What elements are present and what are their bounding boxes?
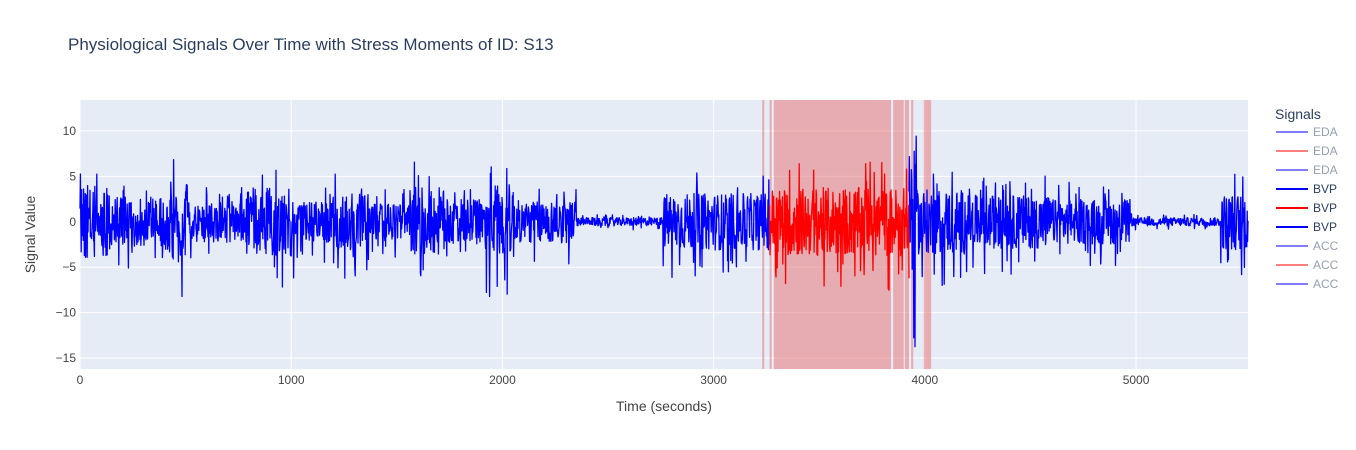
x-tick-label: 0 xyxy=(77,373,84,387)
x-tick-label: 3000 xyxy=(700,373,727,387)
signal-series xyxy=(79,135,1249,348)
legend-label: EDA xyxy=(1313,144,1338,158)
y-axis-title: Signal Value xyxy=(22,196,38,274)
y-tick-label: 5 xyxy=(69,169,76,183)
legend-item-eda[interactable]: EDA xyxy=(1276,144,1338,158)
y-axis-ticks: 10 5 0 −5 −10 −15 xyxy=(56,124,77,365)
legend-item-acc[interactable]: ACC xyxy=(1276,277,1339,291)
x-tick-label: 4000 xyxy=(911,373,938,387)
legend-label: BVP xyxy=(1313,201,1337,215)
legend-label: EDA xyxy=(1313,163,1338,177)
legend-item-bvp[interactable]: BVP xyxy=(1276,182,1337,196)
legend-item-acc[interactable]: ACC xyxy=(1276,258,1339,272)
chart-title: Physiological Signals Over Time with Str… xyxy=(68,35,554,54)
legend-label: EDA xyxy=(1313,125,1338,139)
y-tick-label: 10 xyxy=(63,124,77,138)
x-axis-title: Time (seconds) xyxy=(616,398,712,414)
legend-label: BVP xyxy=(1313,220,1337,234)
x-tick-label: 5000 xyxy=(1123,373,1150,387)
y-tick-label: −10 xyxy=(56,306,77,320)
legend-item-eda[interactable]: EDA xyxy=(1276,163,1338,177)
legend[interactable]: Signals EDA EDA EDA BVP BVP BVP ACC ACC ACC xyxy=(1275,106,1339,291)
legend-item-bvp[interactable]: BVP xyxy=(1276,201,1337,215)
series-line-bvp xyxy=(768,161,910,291)
legend-title: Signals xyxy=(1275,106,1321,122)
series-line-bvp xyxy=(79,159,771,298)
legend-item-eda[interactable]: EDA xyxy=(1276,125,1338,139)
y-tick-label: −5 xyxy=(62,260,76,274)
legend-item-acc[interactable]: ACC xyxy=(1276,239,1339,253)
legend-label: BVP xyxy=(1313,182,1337,196)
legend-item-bvp[interactable]: BVP xyxy=(1276,220,1337,234)
x-axis-ticks: 0 1000 2000 3000 4000 5000 xyxy=(77,373,1150,387)
y-tick-label: −15 xyxy=(56,351,77,365)
x-tick-label: 1000 xyxy=(278,373,305,387)
legend-label: ACC xyxy=(1313,277,1339,291)
x-tick-label: 2000 xyxy=(489,373,516,387)
y-tick-label: 0 xyxy=(69,215,76,229)
legend-label: ACC xyxy=(1313,258,1339,272)
series-line-bvp xyxy=(908,135,1249,348)
legend-label: ACC xyxy=(1313,239,1339,253)
